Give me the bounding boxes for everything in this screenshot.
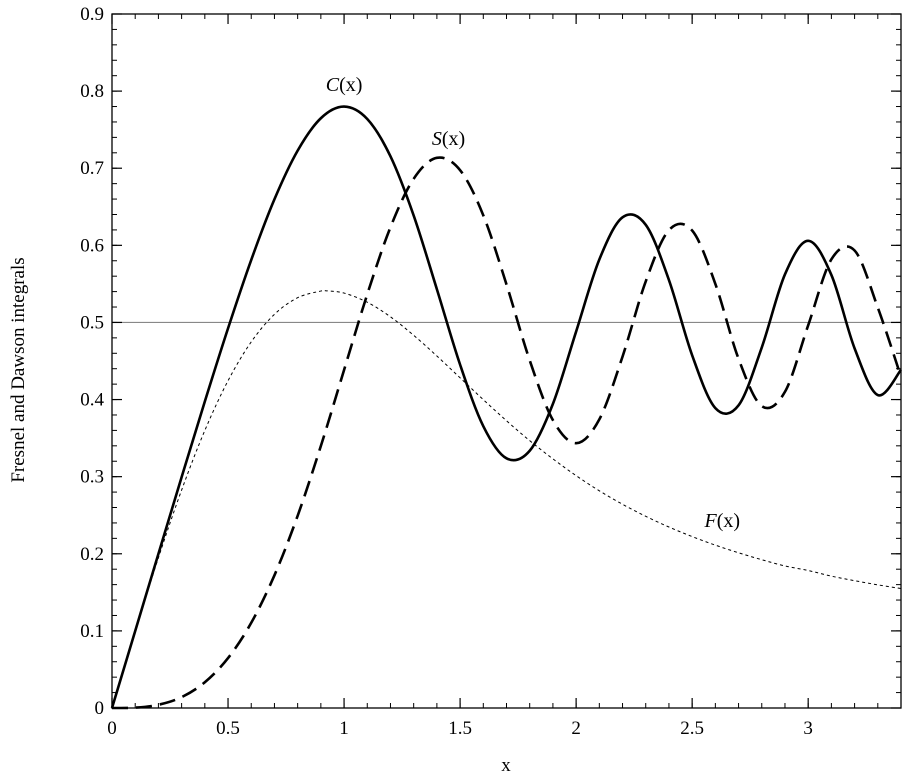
x-tick-label: 2.5	[680, 718, 704, 739]
y-tick-label: 0.2	[80, 544, 104, 565]
x-tick-label: 1.5	[448, 718, 472, 739]
y-tick-label: 0.3	[80, 467, 104, 488]
series-label-c: C(x)	[326, 74, 363, 96]
series-label-f: F(x)	[704, 510, 741, 532]
x-tick-label: 0.5	[216, 718, 240, 739]
plot-frame	[111, 13, 902, 709]
x-tick-label: 0	[107, 718, 117, 739]
y-tick-label: 0.4	[80, 390, 104, 411]
series-label-s: S(x)	[432, 128, 465, 150]
series-line-f	[111, 289, 902, 709]
y-tick-label: 0.1	[80, 621, 104, 642]
y-tick-label: 0.7	[80, 158, 104, 179]
x-tick-label: 3	[803, 718, 813, 739]
x-axis-title: x	[501, 755, 511, 771]
x-tick-label: 1	[339, 718, 349, 739]
x-tick-label: 2	[571, 718, 581, 739]
y-tick-label: 0.9	[80, 4, 104, 25]
y-tick-label: 0.8	[80, 81, 104, 102]
series-line-s	[111, 156, 903, 710]
y-tick-label: 0.6	[80, 235, 104, 256]
series-line-c	[110, 105, 903, 709]
y-axis-title: Fresnel and Dawson integrals	[8, 257, 29, 482]
y-tick-label: 0	[95, 698, 105, 719]
y-tick-label: 0.5	[80, 312, 104, 333]
